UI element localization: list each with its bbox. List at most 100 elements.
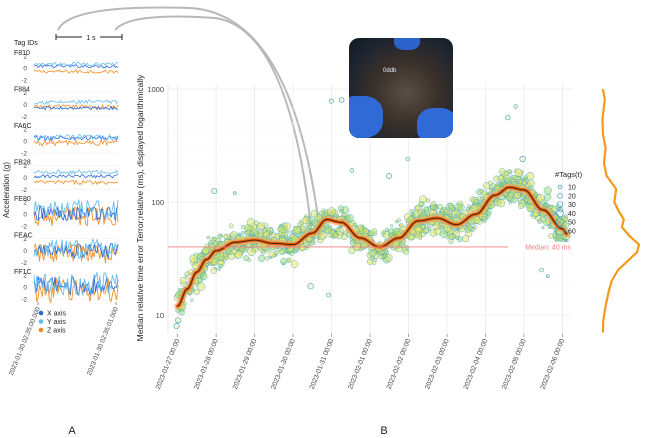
size-legend-circle <box>556 209 564 218</box>
scatter-point <box>247 247 256 256</box>
scatter-point <box>243 255 249 261</box>
scatter-point <box>444 209 450 215</box>
x-tick-label: 2023-01-27 00:00 <box>155 338 182 391</box>
scatter-point <box>464 226 471 233</box>
y-tick-label: 0 <box>23 139 27 146</box>
y-tick-label: -2 <box>21 151 27 158</box>
scatter-point <box>211 258 218 266</box>
scatter-point <box>301 216 310 225</box>
y-tick-label: -2 <box>21 114 27 121</box>
scatter-point <box>452 234 456 238</box>
scatter-point <box>439 208 444 213</box>
outlier-point <box>307 283 314 290</box>
scatter-point <box>336 233 340 237</box>
scatter-point <box>179 276 187 284</box>
trace-z-axis <box>33 69 119 74</box>
scatter-point <box>521 194 526 199</box>
size-legend-label: 30 <box>568 202 576 209</box>
scatter-point <box>324 212 329 217</box>
y-tick-label: -2 <box>21 260 27 267</box>
scatter-point <box>416 225 421 229</box>
size-legend-label: 40 <box>568 211 576 218</box>
scatter-point <box>462 235 470 243</box>
outlier-point <box>513 104 518 109</box>
panel-b-trend <box>174 183 571 310</box>
legend-label-z: Z axis <box>47 328 66 335</box>
scatter-point <box>395 244 403 253</box>
scatter-point <box>281 225 285 229</box>
tag-row-f810: F810 -2 0 2 <box>14 50 119 85</box>
scatter-point <box>218 263 223 269</box>
outlier-point <box>338 97 345 103</box>
y-tick-label: 0 <box>23 66 27 73</box>
scatter-point <box>331 235 335 239</box>
x-tick-label: 2023-02-04 00:00 <box>463 338 490 391</box>
scatter-point <box>224 255 229 260</box>
trace-y-axis <box>33 237 119 260</box>
animal-photo: 0ddb <box>349 38 453 138</box>
scatter-point <box>465 206 470 212</box>
scatter-point <box>409 209 414 214</box>
panel-b-x-ticks: 2023-01-27 00:00 2023-01-28 00:00 2023-01-… <box>155 334 566 391</box>
outlier-point <box>326 292 331 298</box>
x-tick-label: 2023-02-01 00:00 <box>347 338 374 391</box>
scatter-point <box>327 207 336 216</box>
scatter-point <box>481 215 487 221</box>
scatter-point <box>281 262 286 266</box>
x-tick-label: 2023-01-31 00:00 <box>309 338 336 391</box>
scatter-point <box>269 256 273 260</box>
y-tick-label: 2 <box>23 236 27 243</box>
outlier-point <box>349 168 355 173</box>
scatter-point <box>337 205 344 212</box>
y-tick-label: 2 <box>23 90 27 97</box>
x-tick-label: 2023-01-28 00:00 <box>193 338 220 391</box>
y-tick-label: 0 <box>23 212 27 219</box>
scatter-point <box>286 250 291 255</box>
scatter-point <box>297 221 303 227</box>
scatter-point <box>240 224 245 229</box>
trace-y-axis <box>33 99 119 105</box>
scatter-point <box>337 226 341 230</box>
scatter-point <box>263 231 270 238</box>
outlier-point <box>175 317 182 324</box>
scatter-point <box>497 174 505 182</box>
scatter-point <box>285 258 290 263</box>
outlier-point <box>405 156 411 162</box>
scatter-point <box>423 206 429 212</box>
y-tick-label: 100 <box>151 198 164 207</box>
scatter-point <box>527 179 535 188</box>
scatter-point <box>240 230 245 235</box>
scatter-point <box>513 191 521 200</box>
scatter-point <box>225 251 230 256</box>
scatter-point <box>184 274 189 279</box>
scatter-point <box>249 231 254 236</box>
panel-a-header: Tag IDs <box>14 40 38 47</box>
outlier-point <box>545 274 550 279</box>
scatter-point <box>213 241 219 247</box>
tag-id-label: FA6C <box>14 123 32 130</box>
scatter-point <box>543 186 552 195</box>
tag-id-label: FF1C <box>14 269 32 276</box>
trace-z-axis <box>33 277 119 304</box>
top-glove <box>394 38 420 50</box>
trace-y-axis <box>33 133 119 142</box>
y-tick-label: -2 <box>21 78 27 85</box>
panel-a-label: A <box>68 425 76 437</box>
trace-y-axis <box>33 199 119 221</box>
legend-label-y: Y axis <box>47 319 66 326</box>
panel-b-label: B <box>380 425 387 437</box>
scatter-point <box>390 224 394 228</box>
y-tick-label: 0 <box>23 248 27 255</box>
scatter-point <box>454 203 463 211</box>
scatter-point <box>399 223 404 228</box>
scatter-point <box>323 225 332 234</box>
trace-z-axis <box>33 138 119 147</box>
x-tick-label: 2023-01-29 00:00 <box>232 338 259 391</box>
scatter-point <box>473 225 477 229</box>
outlier-point <box>173 322 180 329</box>
scatter-point <box>496 199 506 208</box>
size-legend-title: #Tags(t) <box>555 170 583 179</box>
y-tick-label: 0 <box>23 175 27 182</box>
scatter-point <box>230 231 238 239</box>
